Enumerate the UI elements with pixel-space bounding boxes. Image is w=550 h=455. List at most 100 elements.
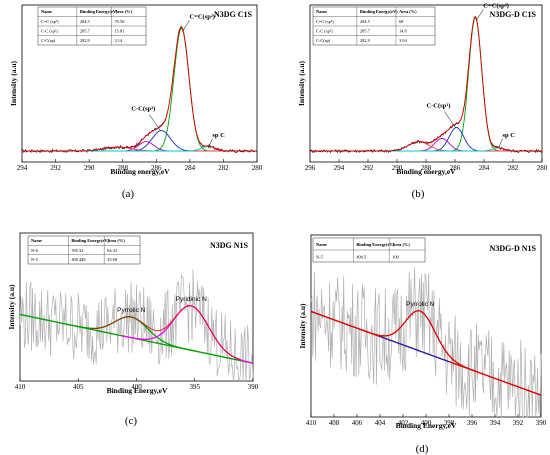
chart-panel-4: 410 408 406 404 402 400 398 396 394 392 390 Binding… — [298, 234, 547, 455]
table-cell: 284.5 — [360, 19, 371, 24]
chart-title: N3DG N1S — [210, 241, 249, 250]
table-cell: 400.448 — [71, 257, 86, 262]
x-tick-label: 286 — [450, 164, 461, 172]
x-tick-label: 292 — [50, 164, 61, 172]
x-tick-label: 292 — [363, 164, 374, 172]
fit-envelope-line — [310, 16, 542, 152]
raw-spectrum-line — [21, 25, 258, 154]
table-cell: C-C (sp³) — [316, 29, 333, 34]
x-tick-label: 390 — [536, 419, 547, 427]
table-header-cell: Binding Energy(eV) — [71, 238, 109, 243]
x-tick-label: 400 — [131, 383, 142, 391]
table-header-cell: Name — [316, 242, 327, 247]
inset-table: Name Binding Energy(eV)Area (%) N-6 395.32 6… — [27, 235, 141, 265]
annotation-sp2: C=C(sp²) — [189, 14, 215, 21]
table-frame — [27, 235, 141, 265]
table-cell: 14.8 — [399, 29, 407, 34]
x-tick-label: 296 — [305, 164, 316, 172]
x-tick-label: 410 — [15, 383, 26, 391]
table-cell: C-C(sp) — [316, 38, 331, 43]
x-tick-label: 408 — [329, 419, 340, 427]
annotation-arrow — [182, 20, 190, 32]
raw-spectrum-line — [310, 266, 542, 418]
x-tick-label: 286 — [151, 164, 162, 172]
x-tick-label: 410 — [306, 419, 317, 427]
table-header-cell: Area (%) — [399, 9, 417, 14]
table-cell: 15.81 — [114, 29, 124, 34]
x-tick-label: 280 — [252, 164, 263, 172]
x-tick-label: 406 — [352, 419, 363, 427]
table-header-cell: Name — [31, 238, 42, 243]
y-axis-label: Intensity (a.u) — [7, 284, 16, 330]
panel-label: (b) — [412, 188, 425, 200]
table-cell: C=C (sp²) — [41, 19, 59, 24]
plot-frame — [310, 234, 542, 418]
inset-table: Name Binding Energy(eV)Area (%) C=C (sp²) 2… — [37, 6, 147, 46]
table-header-cell: Name — [316, 9, 327, 14]
table-cell: C=C (sp²) — [316, 19, 334, 24]
x-tick-label: 294 — [17, 164, 28, 172]
table-cell: 284.5 — [80, 19, 91, 24]
x-tick-label: 395 — [190, 383, 201, 391]
x-axis-label: Binding energy,eV — [110, 167, 170, 176]
chart-panel-2: 296 294 292 290 288 286 284 282 280 Binding energ… — [297, 3, 548, 200]
fit-component-line — [360, 310, 481, 374]
table-cell: N-6 — [31, 248, 39, 253]
annotation-1: Pyridinic N — [176, 296, 207, 303]
x-tick-label: 284 — [479, 164, 490, 172]
annotation-0: Pyrrolic N — [406, 301, 434, 308]
chart-panel-1: 294 292 290 288 286 284 282 280 Binding energy,e… — [9, 4, 263, 200]
annotation-sp3: C-C(sp³) — [131, 106, 155, 113]
x-tick-label: 282 — [218, 164, 229, 172]
table-cell: 282.9 — [80, 38, 91, 43]
table-cell: 64.32 — [107, 248, 117, 253]
background-line — [379, 335, 450, 363]
table-cell: C-C(sp) — [41, 38, 56, 43]
chart-title: N3DG C1S — [214, 10, 253, 19]
x-tick-label: 284 — [185, 164, 196, 172]
inset-table: Name Binding Energy(eV)Area (%) C=C (sp²) 2… — [312, 6, 436, 46]
table-header-cell: Binding Energy(eV) — [80, 9, 118, 14]
table-cell: 3.14 — [114, 38, 122, 43]
annotation-arrow — [208, 138, 213, 149]
fit-component-line — [310, 138, 542, 152]
x-tick-label: 290 — [392, 164, 403, 172]
chart-title: N3DG-D C1S — [490, 10, 537, 19]
x-axis-label: Binding energy,eV — [396, 167, 456, 176]
table-cell: 68 — [399, 19, 404, 24]
x-tick-label: 282 — [508, 164, 519, 172]
x-axis-label: Binding Energy,eV — [107, 386, 168, 395]
inset-table: Name Binding Energy(eV)Area (%) N-5 400.5 10… — [312, 237, 426, 263]
y-axis-label: Intensity (a.u) — [297, 61, 306, 107]
fit-envelope-line — [22, 25, 257, 152]
annotation-spc: sp C — [212, 132, 225, 139]
y-axis-label: Intensity (a.u) — [9, 61, 18, 107]
table-cell: 400.5 — [356, 254, 367, 259]
annotation-sp3: C-C(sp³) — [426, 102, 450, 109]
panel-label: (a) — [122, 188, 135, 200]
y-axis-label: Intensity (a.u) — [298, 303, 307, 349]
x-tick-label: 396 — [467, 419, 478, 427]
x-tick-label: 390 — [248, 383, 259, 391]
x-tick-label: 400 — [421, 419, 432, 427]
table-cell: 70.56 — [114, 19, 125, 24]
table-cell: N-5 — [31, 257, 39, 262]
table-header-cell: Binding Energy(eV) — [360, 9, 398, 14]
chart-title: N3DG-D N1S — [490, 244, 537, 253]
panel-label: (c) — [125, 415, 138, 427]
annotation-arrow — [149, 114, 161, 131]
plot-frame — [21, 4, 258, 163]
chart-panel-3: 410 405 400 395 390 Binding Energy,eV Intensit… — [7, 232, 259, 427]
x-tick-label: 405 — [73, 383, 84, 391]
table-cell: 35.68 — [107, 257, 118, 262]
x-tick-label: 398 — [444, 419, 455, 427]
table-header-cell: Binding Energy(eV) — [356, 242, 394, 247]
table-header-cell: Area (%) — [107, 238, 125, 243]
annotation-spc: sp C — [503, 132, 516, 139]
annotation-sp2: C=C(sp²) — [483, 3, 509, 10]
annotation-arrow — [444, 111, 456, 128]
fit-envelope-line — [90, 305, 241, 361]
table-cell: 285.7 — [80, 29, 91, 34]
annotation-arrow — [476, 9, 484, 21]
